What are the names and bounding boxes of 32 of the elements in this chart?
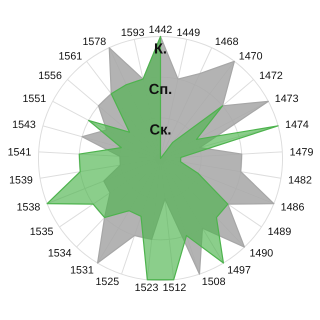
- spoke-label: 1512: [162, 282, 186, 294]
- spoke-label: 1551: [22, 92, 46, 105]
- spoke-label: 1482: [288, 174, 312, 186]
- spoke-label: 1449: [176, 27, 200, 40]
- y-tick-label: Сп.: [148, 82, 172, 98]
- spoke-label: 1474: [285, 118, 309, 131]
- spoke-label: 1525: [95, 276, 120, 288]
- spoke-label: 1442: [148, 24, 172, 36]
- spoke-label: 1534: [48, 247, 72, 260]
- spoke-label: 1472: [259, 70, 283, 82]
- spoke-label: 1470: [238, 50, 263, 63]
- spoke-label: 1473: [274, 92, 299, 105]
- y-tick-label: К.: [154, 41, 168, 58]
- spoke-label: 1538: [16, 201, 40, 214]
- spoke-label: 1539: [9, 174, 33, 186]
- spoke-label: 1479: [290, 146, 314, 158]
- spoke-label: 1490: [249, 247, 274, 260]
- y-tick-label: Ск.: [150, 122, 172, 139]
- spoke-label: 1486: [280, 201, 304, 214]
- spoke-label: 1593: [120, 27, 145, 40]
- spoke-label: 1489: [268, 226, 292, 238]
- spoke-label: 1535: [30, 226, 54, 238]
- spoke-label: 1556: [38, 70, 62, 82]
- spoke-label: 1531: [70, 264, 94, 276]
- spoke-label: 1497: [227, 264, 251, 276]
- spoke-label: 1468: [214, 36, 239, 48]
- spoke-label: 1561: [58, 50, 82, 63]
- spoke-label: 1543: [12, 118, 36, 131]
- spoke-label: 1508: [202, 276, 226, 288]
- spoke-label: 1523: [134, 282, 158, 294]
- spoke-label: 1578: [82, 36, 106, 48]
- spoke-label: 1541: [8, 146, 32, 158]
